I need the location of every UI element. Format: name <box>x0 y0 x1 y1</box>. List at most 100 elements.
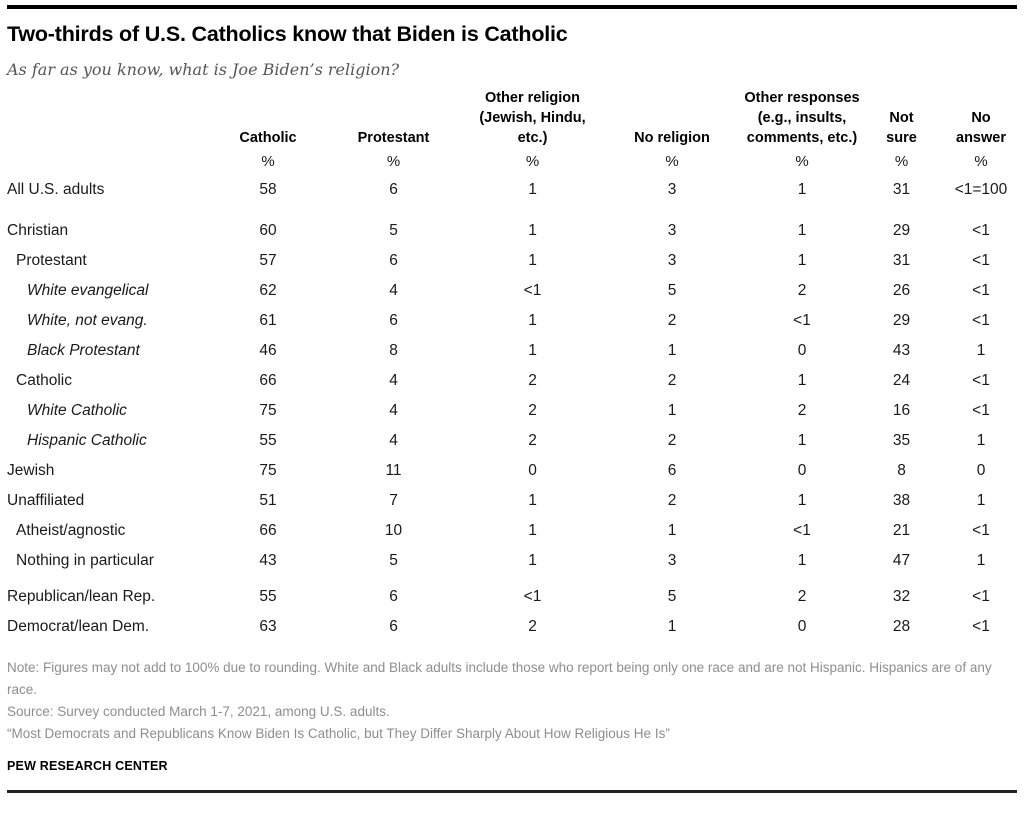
cell-value: 3 <box>667 222 677 239</box>
row-label: Christian <box>7 222 69 239</box>
unit-cell: % <box>665 153 679 170</box>
cell-value: 2 <box>667 372 677 389</box>
cell-value: 29 <box>892 222 911 239</box>
cell-value: 1 <box>797 552 807 569</box>
table-row: White Catholic 75 4 2 1 2 16 <1 <box>7 396 1021 426</box>
cell-value: 0 <box>976 462 986 479</box>
column-header: Not sure <box>886 110 917 146</box>
row-label-column-header <box>7 88 212 148</box>
cell-value: 1 <box>528 522 537 539</box>
cell-value: 6 <box>389 588 398 605</box>
cell-value: 1 <box>528 181 537 198</box>
cell-value: 2 <box>528 372 537 389</box>
cell-value: <1 <box>793 312 811 329</box>
cell-value: 4 <box>389 372 398 389</box>
cell-value: 8 <box>389 342 398 359</box>
cell-value: <1 <box>972 222 990 239</box>
cell-value: <1 <box>972 282 990 299</box>
cell-value: 61 <box>259 312 277 329</box>
cell-value: 0 <box>797 462 807 479</box>
footnotes: Note: Figures may not add to 100% due to… <box>7 657 1017 745</box>
cell-value: 29 <box>892 312 911 329</box>
cell-value: 75 <box>259 462 277 479</box>
note-text: Note: Figures may not add to 100% due to… <box>7 660 992 697</box>
table-row: Black Protestant 46 8 1 1 0 43 1 <box>7 336 1021 366</box>
cell-value: 57 <box>259 252 277 269</box>
cell-value: 1 <box>528 342 537 359</box>
cell-value: 32 <box>892 588 911 605</box>
cell-value: 31 <box>892 181 911 198</box>
cell-value: 1 <box>976 552 986 569</box>
cell-value: 24 <box>892 372 911 389</box>
cell-value: 5 <box>389 222 398 239</box>
cell-value: 75 <box>259 402 277 419</box>
column-header: Other religion (Jewish, Hindu, etc.) <box>479 90 586 146</box>
cell-value: 43 <box>259 552 277 569</box>
cell-value: 5 <box>667 588 677 605</box>
cell-value: 28 <box>892 618 911 635</box>
table-row: Nothing in particular 43 5 1 3 1 47 1 <box>7 546 1021 576</box>
cell-value: 1 <box>528 252 537 269</box>
survey-results-table: Catholic Protestant Other religion (Jewish… <box>7 88 1021 642</box>
cell-value: 1 <box>976 432 986 449</box>
row-label: White Catholic <box>27 402 127 419</box>
cell-value: 55 <box>259 588 277 605</box>
cell-value: 6 <box>389 618 398 635</box>
cell-value: 1 <box>797 181 807 198</box>
cell-value: 2 <box>667 492 677 509</box>
cell-value: 4 <box>389 402 398 419</box>
cell-value: 58 <box>259 181 277 198</box>
row-label: Nothing in particular <box>16 552 154 569</box>
report-page: Two-thirds of U.S. Catholics know that B… <box>0 5 1024 793</box>
cell-value: 31 <box>892 252 911 269</box>
table-row: White evangelical 62 4 <1 5 2 26 <1 <box>7 276 1021 306</box>
cell-value: 2 <box>667 312 677 329</box>
cell-value: 1 <box>528 552 537 569</box>
column-header: Protestant <box>357 130 430 146</box>
page-title: Two-thirds of U.S. Catholics know that B… <box>7 22 568 46</box>
cell-value: 6 <box>389 181 398 198</box>
table-row: Protestant 57 6 1 3 1 31 <1 <box>7 246 1021 276</box>
row-label: Catholic <box>16 372 72 389</box>
cell-value: 2 <box>797 588 807 605</box>
unit-cell: % <box>261 153 275 170</box>
cell-value: 62 <box>259 282 277 299</box>
cell-value: 0 <box>797 618 807 635</box>
column-header: Other responses (e.g., insults, comments… <box>744 90 860 146</box>
cell-value: 0 <box>797 342 807 359</box>
row-label: White evangelical <box>27 282 149 299</box>
cell-value: 1 <box>797 432 807 449</box>
cell-value: 5 <box>667 282 677 299</box>
cell-value: <1 <box>972 312 990 329</box>
cell-value: 7 <box>389 492 398 509</box>
cell-value: 1 <box>667 618 677 635</box>
cell-value: <1 <box>793 522 811 539</box>
cell-value: 6 <box>667 462 677 479</box>
cell-value: 2 <box>528 618 537 635</box>
row-label: Atheist/agnostic <box>16 522 126 539</box>
cell-value: 8 <box>897 462 906 479</box>
row-label: All U.S. adults <box>7 181 105 198</box>
cell-value: 1 <box>976 342 986 359</box>
row-label: Unaffiliated <box>7 492 85 509</box>
report-title-text: “Most Democrats and Republicans Know Bid… <box>7 726 670 741</box>
table-row: Democrat/lean Dem. 63 6 2 1 0 28 <1 <box>7 612 1021 642</box>
cell-value: 2 <box>528 402 537 419</box>
cell-value: 6 <box>389 312 398 329</box>
cell-value: 2 <box>667 432 677 449</box>
cell-value: 51 <box>259 492 277 509</box>
table-header: Catholic Protestant Other religion (Jewish… <box>7 88 1021 175</box>
cell-value: 43 <box>892 342 911 359</box>
row-label: Hispanic Catholic <box>27 432 147 449</box>
survey-question-subtitle: As far as you know, what is Joe Biden’s … <box>7 60 400 79</box>
source-text: Source: Survey conducted March 1-7, 2021… <box>7 704 390 719</box>
column-header: No answer <box>956 110 1006 146</box>
cell-value: 2 <box>528 432 537 449</box>
cell-value: 38 <box>892 492 911 509</box>
cell-value: <1 <box>972 618 990 635</box>
cell-value: 66 <box>259 372 277 389</box>
row-label: Republican/lean Rep. <box>7 588 156 605</box>
cell-value: <1 <box>972 372 990 389</box>
cell-value: 63 <box>259 618 277 635</box>
cell-value: 3 <box>667 181 677 198</box>
